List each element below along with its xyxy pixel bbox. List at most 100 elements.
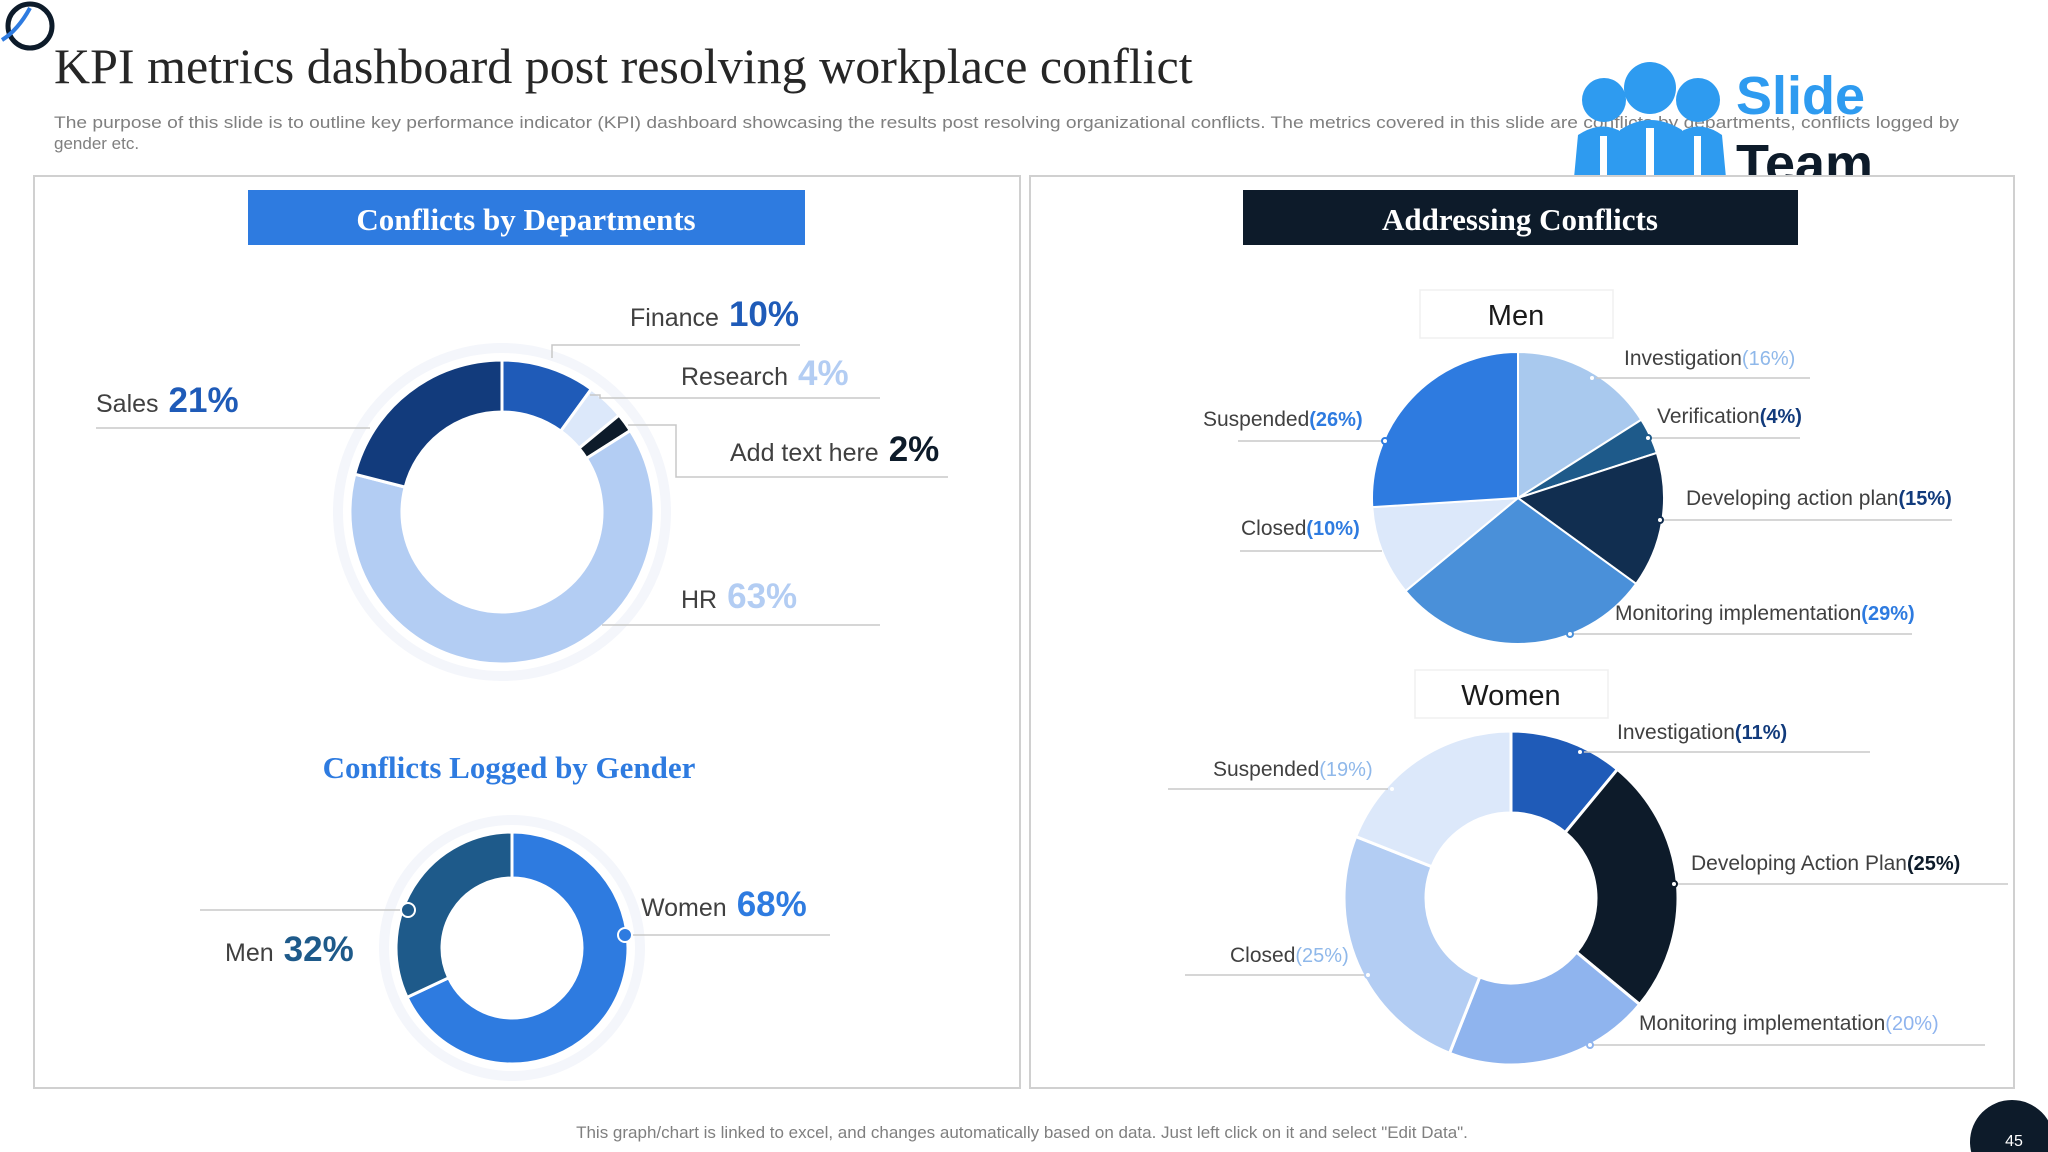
women-label-name: Monitoring implementation [1639, 1012, 1885, 1035]
dept-label-name: HR [681, 586, 717, 614]
slide-title: KPI metrics dashboard post resolving wor… [54, 38, 1193, 94]
dept-leader-research [590, 394, 880, 399]
dept-label-sales: Sales 21% [96, 381, 239, 420]
women-slice-suspended [1353, 729, 1513, 869]
men-label-suspended: Suspended(26%) [1203, 408, 1363, 431]
corner-circle-icon [0, 1, 55, 51]
men-label-developing-action-plan: Developing action plan(15%) [1686, 487, 1952, 510]
page-number-badge: 45 [1970, 1100, 2048, 1152]
women-slice-closed [1342, 834, 1482, 1056]
gender-slice-men [394, 830, 514, 1000]
men-slice-suspended [1371, 350, 1519, 509]
slide-description-line1: The purpose of this slide is to outline … [54, 113, 1960, 132]
men-label-value: (10%) [1306, 518, 1359, 540]
dept-label-name: Add text here [730, 439, 879, 467]
men-label-name: Verification [1657, 405, 1760, 428]
men-slice-closed [1371, 496, 1522, 593]
women-marker-suspended [1388, 785, 1396, 793]
men-subtitle-box [1419, 289, 1614, 339]
dept-label-name: Finance [630, 304, 719, 332]
women-label-monitoring-implementation: Monitoring implementation(20%) [1639, 1012, 1939, 1035]
men-marker-developing-action-plan [1656, 516, 1664, 524]
women-slice-developing-action-plan [1563, 767, 1680, 1007]
dept-halo [333, 343, 671, 681]
dept-label-hr: HR 63% [681, 577, 797, 616]
gender-label-value: 32% [284, 930, 354, 969]
men-label-name: Developing action plan [1686, 487, 1898, 510]
women-label-value: (25%) [1907, 853, 1960, 875]
dept-label-research: Research 4% [681, 354, 849, 393]
slide-description-line2: gender etc. [54, 134, 139, 153]
dept-label-value: 2% [889, 430, 940, 469]
women-slice-monitoring-implementation [1447, 950, 1642, 1067]
gender-label-men: Men 32% [225, 930, 354, 969]
women-label-value: (25%) [1295, 945, 1348, 967]
men-label-name: Closed [1241, 517, 1306, 540]
men-label-value: (26%) [1309, 409, 1362, 431]
women-marker-developing-action-plan [1670, 880, 1678, 888]
men-label-closed: Closed(10%) [1241, 517, 1360, 540]
departments-header: Conflicts by Departments [356, 202, 695, 237]
women-marker-investigation [1576, 748, 1584, 756]
men-label-name: Monitoring implementation [1615, 602, 1861, 625]
men-label-name: Suspended [1203, 408, 1309, 431]
dept-label-value: 21% [169, 381, 239, 420]
dept-label-name: Sales [96, 390, 159, 418]
gender-label-name: Women [641, 894, 727, 922]
women-label-value: (11%) [1735, 722, 1787, 744]
gender-marker-men [400, 902, 416, 918]
departments-donut-chart: Finance 10% Research 4% Add text here 2% HR 63%… [96, 295, 948, 681]
women-label-suspended: Suspended(19%) [1213, 758, 1373, 781]
addressing-header: Addressing Conflicts [1382, 202, 1658, 237]
men-label-value: (16%) [1742, 348, 1795, 370]
dept-slice-hr [348, 428, 656, 666]
men-marker-suspended [1381, 437, 1389, 445]
gender-halo [379, 815, 645, 1081]
men-label-value: (29%) [1861, 603, 1914, 625]
women-label-value: (20%) [1885, 1013, 1938, 1035]
people-icon [1574, 62, 1726, 180]
dept-label-value: 63% [727, 577, 797, 616]
women-label-investigation: Investigation(11%) [1617, 721, 1787, 744]
women-label-closed: Closed(25%) [1230, 944, 1349, 967]
gender-slice-women [405, 830, 630, 1066]
men-subtitle: Men [1488, 300, 1544, 332]
men-label-verification: Verification(4%) [1657, 405, 1802, 428]
dept-label-name: Research [681, 363, 788, 391]
women-subtitle: Women [1461, 680, 1560, 712]
men-label-value: (4%) [1760, 406, 1802, 428]
gender-label-women: Women 68% [641, 885, 807, 924]
women-label-value: (19%) [1319, 759, 1372, 781]
dept-label-value: 4% [798, 354, 849, 393]
gender-donut-chart: Women 68% Men 32% [200, 815, 830, 1081]
women-subtitle-box [1414, 669, 1609, 719]
logo-text-slide: Slide [1736, 66, 1865, 126]
women-label-developing-action-plan: Developing Action Plan(25%) [1691, 852, 1960, 875]
women-label-name: Suspended [1213, 758, 1319, 781]
gender-marker-women [617, 927, 633, 943]
women-donut-chart: Investigation(11%) Developing Action Plan… [1168, 721, 2008, 1067]
men-label-investigation: Investigation(16%) [1624, 347, 1795, 370]
men-pie-chart: Investigation(16%) Verification(4%) Develo… [1203, 347, 1952, 645]
men-label-value: (15%) [1898, 488, 1951, 510]
gender-chart-title: Conflicts Logged by Gender [323, 750, 696, 785]
men-marker-verification [1644, 434, 1652, 442]
women-marker-closed [1364, 971, 1372, 979]
men-slice-investigation [1517, 350, 1643, 500]
addressing-header-bg [1243, 190, 1798, 245]
dept-slice-sales [352, 358, 504, 489]
footer-note: This graph/chart is linked to excel, and… [576, 1123, 1468, 1142]
men-marker-monitoring-implementation [1566, 630, 1574, 638]
men-marker-investigation [1588, 374, 1596, 382]
departments-header-bg [248, 190, 805, 245]
women-marker-monitoring-implementation [1586, 1041, 1594, 1049]
dept-label-finance: Finance 10% [630, 295, 799, 334]
dept-leader-finance [551, 344, 800, 358]
page-number: 45 [2005, 1133, 2023, 1150]
gender-label-name: Men [225, 939, 274, 967]
dept-label-value: 10% [729, 295, 799, 334]
men-label-name: Investigation [1624, 347, 1742, 370]
men-slice-monitoring-implementation [1404, 496, 1638, 645]
dept-leader-add-text-here [628, 424, 948, 478]
